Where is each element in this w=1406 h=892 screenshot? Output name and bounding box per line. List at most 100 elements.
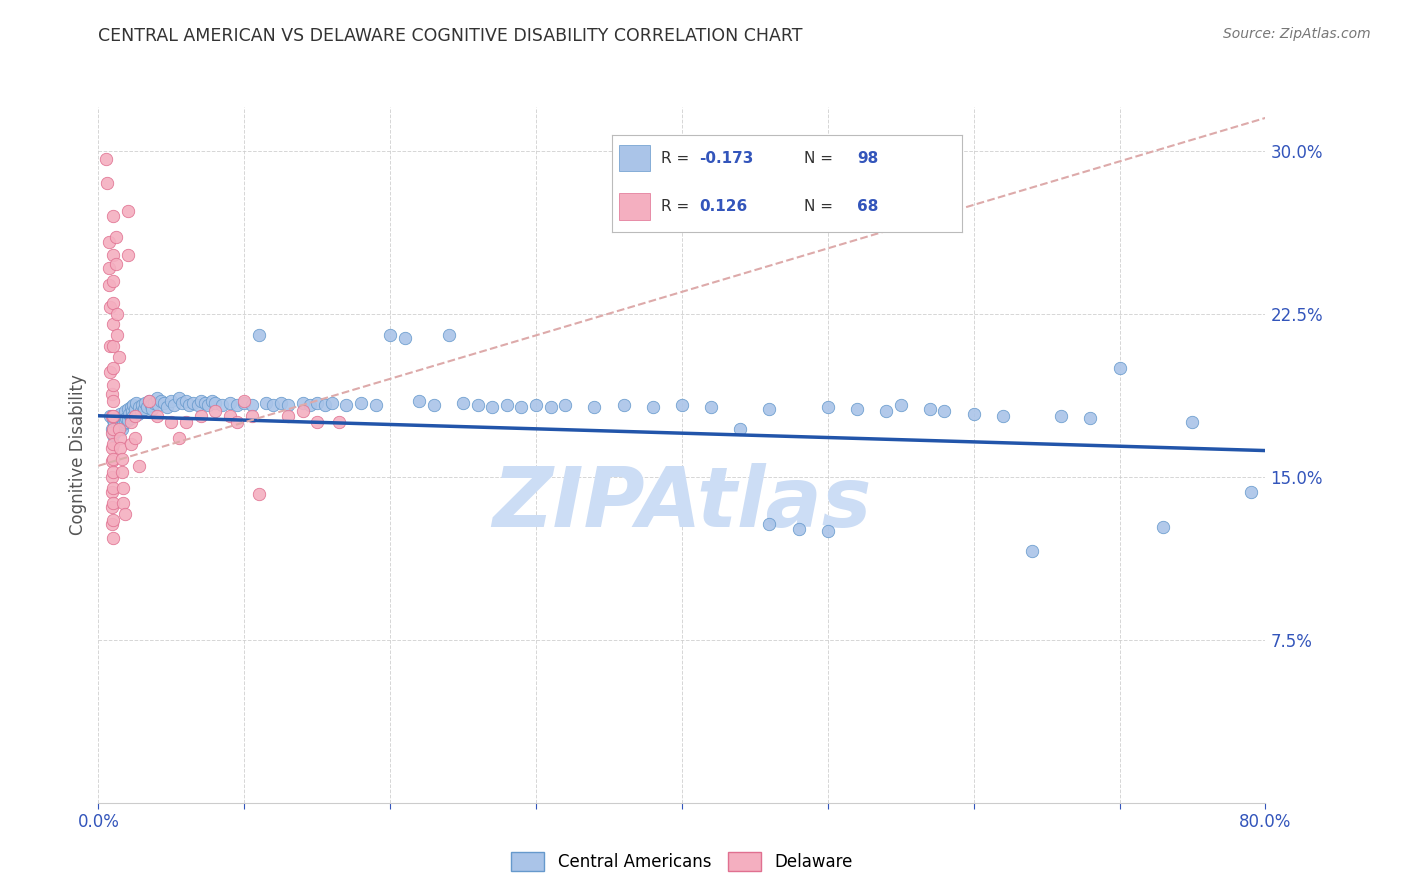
Point xyxy=(204,396,226,410)
Point xyxy=(364,398,387,412)
Point xyxy=(481,400,503,414)
Point xyxy=(114,507,136,521)
Point xyxy=(101,248,124,262)
Point xyxy=(112,417,135,432)
Point xyxy=(111,466,134,480)
Point xyxy=(101,422,124,436)
Point xyxy=(135,400,157,414)
Point xyxy=(101,531,124,545)
Point xyxy=(101,413,124,427)
Point xyxy=(146,409,169,423)
Point xyxy=(100,422,122,436)
Point xyxy=(124,402,146,417)
Point xyxy=(190,409,212,423)
Point xyxy=(120,411,142,425)
Point xyxy=(129,404,152,418)
Point xyxy=(117,248,139,262)
Point xyxy=(270,396,292,410)
Point xyxy=(97,260,120,275)
Text: CENTRAL AMERICAN VS DELAWARE COGNITIVE DISABILITY CORRELATION CHART: CENTRAL AMERICAN VS DELAWARE COGNITIVE D… xyxy=(98,27,803,45)
Point xyxy=(918,402,941,417)
Point xyxy=(194,396,217,410)
Point xyxy=(262,398,284,412)
Point xyxy=(540,400,562,414)
Text: Source: ZipAtlas.com: Source: ZipAtlas.com xyxy=(1223,27,1371,41)
Point xyxy=(495,398,517,412)
Point xyxy=(124,431,146,445)
Point xyxy=(437,328,460,343)
Point xyxy=(1021,543,1043,558)
Point xyxy=(451,396,474,410)
Point xyxy=(100,409,122,423)
Point xyxy=(170,396,193,410)
Point xyxy=(378,328,402,343)
Point xyxy=(108,350,131,364)
Point xyxy=(554,398,576,412)
Point xyxy=(118,407,141,421)
Point xyxy=(247,328,270,343)
Point xyxy=(101,409,124,423)
Point xyxy=(817,400,839,414)
Point xyxy=(105,328,128,343)
Point xyxy=(111,452,134,467)
Point xyxy=(124,409,146,423)
Point xyxy=(100,442,122,456)
Point xyxy=(845,402,868,417)
Point xyxy=(100,517,122,532)
Point xyxy=(167,392,190,406)
Point xyxy=(96,176,118,190)
Point xyxy=(97,235,120,249)
Point xyxy=(335,398,357,412)
Point xyxy=(307,396,329,410)
Point xyxy=(187,398,209,412)
Point xyxy=(174,393,197,408)
Point xyxy=(100,426,122,441)
Point xyxy=(240,409,263,423)
Point xyxy=(758,517,780,532)
Point xyxy=(114,404,136,418)
Point xyxy=(110,442,132,456)
Point xyxy=(233,393,256,408)
Point xyxy=(962,407,984,421)
Point xyxy=(100,484,122,499)
Point xyxy=(120,437,142,451)
Point xyxy=(141,402,163,417)
Point xyxy=(583,400,606,414)
Point xyxy=(787,522,810,536)
Point xyxy=(101,360,124,375)
Point xyxy=(110,431,132,445)
Point xyxy=(105,411,128,425)
Point xyxy=(240,398,263,412)
Point xyxy=(108,422,131,436)
Point xyxy=(104,230,127,244)
Point xyxy=(321,396,343,410)
Point xyxy=(134,396,156,410)
Point xyxy=(1080,411,1102,425)
Point xyxy=(98,300,121,314)
Point xyxy=(218,409,240,423)
Point xyxy=(138,393,160,408)
Point xyxy=(612,398,634,412)
Point xyxy=(120,415,142,429)
Point xyxy=(104,424,127,438)
Point xyxy=(277,409,299,423)
Point xyxy=(101,274,124,288)
Point xyxy=(247,487,270,501)
Point xyxy=(128,400,150,414)
Point xyxy=(122,398,145,412)
Point xyxy=(121,404,143,418)
Point xyxy=(1108,360,1130,375)
Point xyxy=(110,419,132,434)
Point xyxy=(132,402,155,417)
Point xyxy=(163,398,186,412)
Point xyxy=(167,431,190,445)
Point xyxy=(890,398,912,412)
Point xyxy=(108,415,131,429)
Point xyxy=(97,278,120,293)
Point xyxy=(110,407,132,421)
Point xyxy=(467,398,489,412)
Point xyxy=(211,398,233,412)
Point xyxy=(101,378,124,392)
Point xyxy=(174,415,197,429)
Point xyxy=(101,339,124,353)
